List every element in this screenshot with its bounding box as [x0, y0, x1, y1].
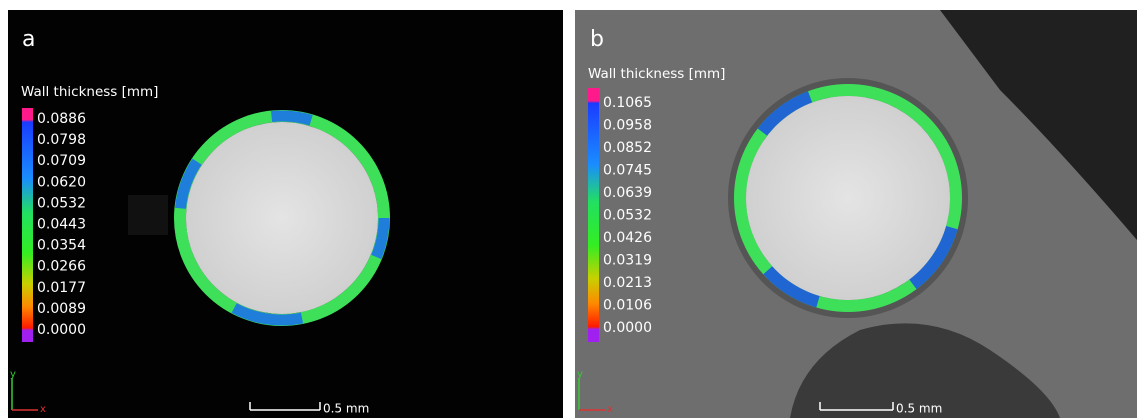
legend-label: 0.0000	[37, 322, 86, 338]
legend-label: 0.0106	[603, 298, 652, 314]
panel-a	[8, 10, 563, 418]
axis-x-label: x	[607, 404, 613, 415]
legend-label: 0.0213	[603, 275, 652, 291]
legend-label: 0.0852	[603, 140, 652, 156]
legend-label: 0.0620	[37, 174, 86, 190]
legend-label: 0.0639	[603, 185, 652, 201]
panel-b	[575, 10, 1137, 418]
legend-label: 0.0426	[603, 230, 652, 246]
legend-label: 0.0089	[37, 301, 86, 317]
legend-label: 0.0532	[603, 208, 652, 224]
legend-label: 0.0266	[37, 259, 86, 275]
legend-label: 0.0798	[37, 132, 86, 148]
panel-label: a	[22, 27, 35, 52]
image-region	[128, 195, 168, 235]
color-bar	[22, 108, 33, 342]
legend-label: 0.0886	[37, 111, 86, 127]
legend-label: 0.0958	[603, 118, 652, 134]
legend-label: 0.0745	[603, 163, 652, 179]
legend-label: 0.0709	[37, 153, 86, 169]
wall-ring-thick	[174, 110, 390, 326]
wall-ring	[734, 84, 962, 312]
scale-bar-label: 0.5 mm	[323, 402, 369, 416]
panel-label: b	[590, 27, 604, 52]
legend-label: 0.0319	[603, 253, 652, 269]
legend-title: Wall thickness [mm]	[21, 84, 158, 100]
legend-label: 0.1065	[603, 95, 652, 111]
legend-title: Wall thickness [mm]	[588, 66, 725, 82]
image-region	[940, 10, 1137, 240]
axis-y-label: y	[10, 369, 16, 380]
axis-x-label: x	[40, 404, 46, 415]
color-bar	[588, 88, 599, 342]
image-region	[790, 323, 1060, 418]
legend-label: 0.0354	[37, 238, 86, 254]
legend-label: 0.0177	[37, 280, 86, 296]
legend-label: 0.0000	[603, 320, 652, 336]
fiber-core	[186, 122, 378, 314]
legend-label: 0.0532	[37, 195, 86, 211]
axis-y-label: y	[577, 369, 583, 380]
fiber-core	[746, 96, 950, 300]
scale-bar-label: 0.5 mm	[896, 402, 942, 416]
legend-label: 0.0443	[37, 217, 86, 233]
